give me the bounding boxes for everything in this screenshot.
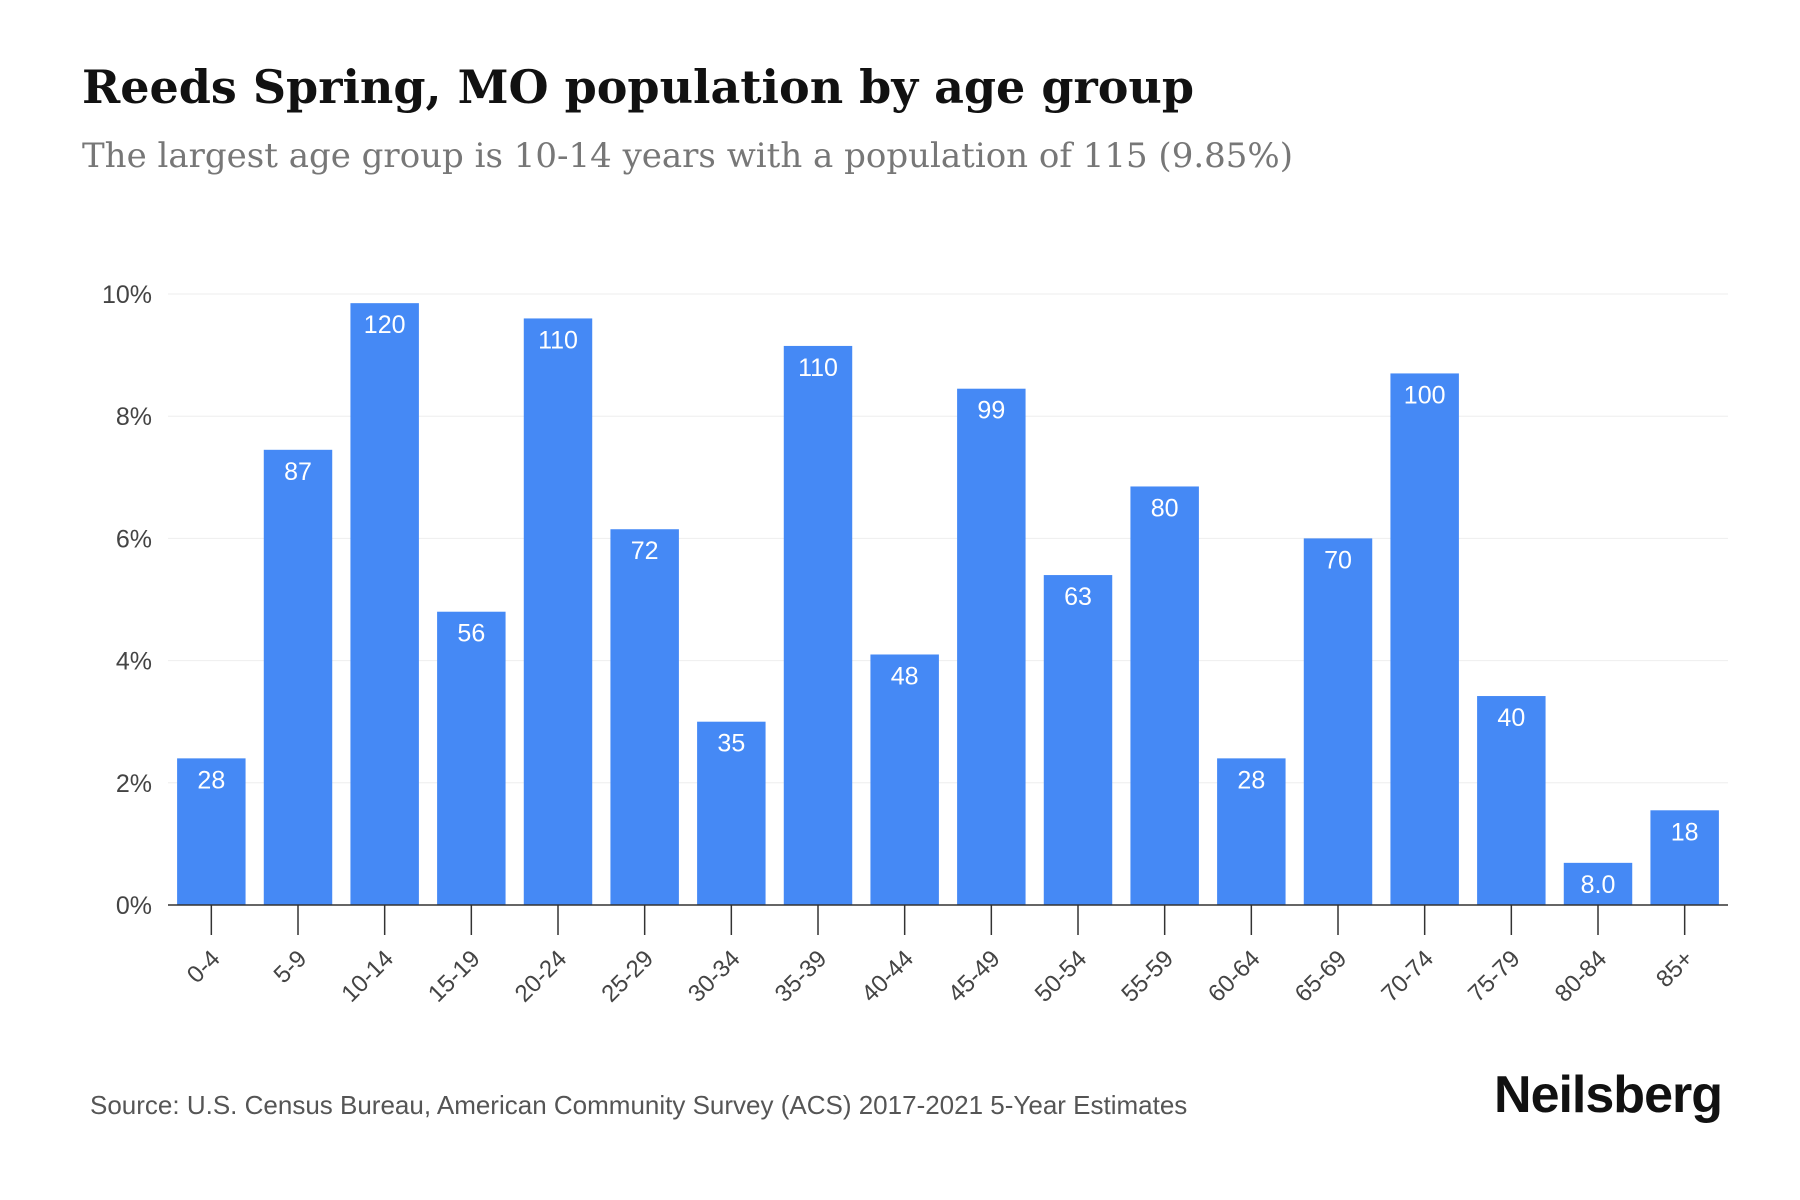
bar: [1303, 538, 1373, 905]
bar-data-label: 28: [1237, 766, 1265, 794]
bar: [1390, 373, 1459, 905]
x-tick-label: 75-79: [1463, 945, 1526, 1008]
bar-data-label: 80: [1151, 494, 1179, 522]
bar-data-label: 72: [631, 537, 659, 565]
x-tick-label: 15-19: [423, 945, 486, 1008]
x-tick-label: 0-4: [182, 945, 226, 989]
bar: [783, 345, 853, 905]
bar-data-label: 110: [798, 354, 838, 382]
y-tick-label: 0%: [116, 892, 152, 920]
bar: [437, 611, 506, 905]
bar-data-label: 28: [197, 766, 225, 794]
x-tick-label: 30-34: [683, 945, 746, 1008]
y-tick-label: 6%: [116, 525, 152, 553]
bar-data-label: 110: [538, 326, 578, 354]
x-tick-label: 80-84: [1550, 945, 1613, 1008]
bar: [697, 721, 766, 905]
bar-data-label: 100: [1404, 381, 1446, 409]
bar: [263, 449, 333, 905]
bar: [1477, 696, 1546, 905]
y-tick-label: 4%: [116, 648, 152, 676]
x-tick-label: 10-14: [336, 945, 399, 1008]
x-tick-label: 5-9: [269, 945, 313, 989]
bar: [1130, 486, 1199, 905]
chart-subtitle: The largest age group is 10-14 years wit…: [82, 136, 1293, 176]
bar: [1043, 575, 1113, 905]
x-tick-label: 85+: [1651, 945, 1699, 993]
x-tick-label: 25-29: [596, 945, 659, 1008]
bar: [1650, 810, 1719, 905]
x-tick-label: 65-69: [1290, 945, 1353, 1008]
bar: [350, 303, 419, 905]
bar-data-label: 48: [891, 662, 919, 690]
bar-data-label: 35: [717, 730, 745, 758]
x-tick-label: 55-59: [1116, 945, 1179, 1008]
y-tick-label: 8%: [116, 403, 152, 431]
bar-data-label: 87: [284, 458, 312, 486]
bar-data-label: 120: [364, 311, 406, 339]
bar: [177, 758, 246, 905]
bar: [1217, 758, 1286, 905]
x-tick-label: 60-64: [1203, 945, 1266, 1008]
bar: [523, 318, 593, 905]
bar-data-label: 40: [1497, 704, 1525, 732]
bar: [870, 654, 939, 905]
x-tick-label: 20-24: [510, 945, 573, 1008]
bar-data-label: 18: [1671, 818, 1699, 846]
x-tick-label: 50-54: [1030, 945, 1093, 1008]
x-tick-label: 70-74: [1376, 945, 1439, 1008]
bar-data-label: 56: [457, 620, 485, 648]
y-tick-label: 2%: [116, 770, 152, 798]
x-tick-label: 45-49: [943, 945, 1006, 1008]
chart-title: Reeds Spring, MO population by age group: [82, 60, 1195, 114]
bar: [610, 529, 679, 905]
bar-data-label: 63: [1064, 583, 1092, 611]
x-tick-label: 35-39: [770, 945, 833, 1008]
bar: [1563, 862, 1633, 905]
bar-data-label: 70: [1324, 546, 1352, 574]
y-tick-label: 10%: [102, 281, 152, 309]
bar-data-label: 99: [977, 397, 1005, 425]
brand-logo: Neilsberg: [1494, 1066, 1723, 1124]
bar-data-label: 8.0: [1581, 871, 1616, 899]
bar: [957, 388, 1026, 906]
x-tick-label: 40-44: [856, 945, 919, 1008]
source-note: Source: U.S. Census Bureau, American Com…: [90, 1090, 1188, 1120]
